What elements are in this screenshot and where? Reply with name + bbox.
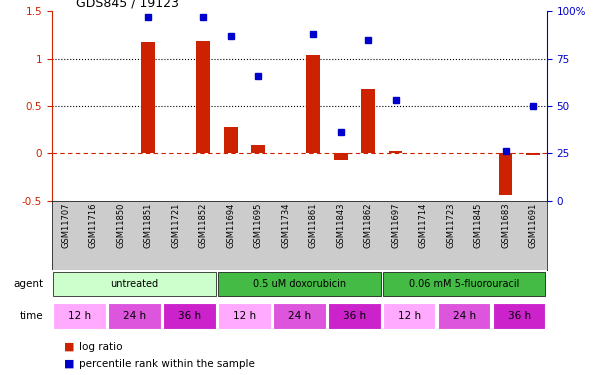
Text: 24 h: 24 h bbox=[123, 311, 146, 321]
Text: GSM11851: GSM11851 bbox=[144, 203, 153, 248]
Text: GSM11697: GSM11697 bbox=[391, 203, 400, 248]
Text: 0.5 uM doxorubicin: 0.5 uM doxorubicin bbox=[253, 279, 346, 289]
Text: GSM11694: GSM11694 bbox=[226, 203, 235, 248]
Bar bbox=[306, 55, 320, 153]
Bar bbox=[251, 145, 265, 153]
Text: log ratio: log ratio bbox=[79, 342, 123, 352]
Text: 12 h: 12 h bbox=[68, 311, 91, 321]
Bar bbox=[53, 303, 106, 329]
Text: percentile rank within the sample: percentile rank within the sample bbox=[79, 359, 255, 369]
Text: GSM11723: GSM11723 bbox=[446, 203, 455, 248]
Text: untreated: untreated bbox=[111, 279, 158, 289]
Text: 24 h: 24 h bbox=[288, 311, 311, 321]
Text: GSM11695: GSM11695 bbox=[254, 203, 263, 248]
Text: GSM11862: GSM11862 bbox=[364, 203, 373, 248]
Text: ■: ■ bbox=[64, 342, 75, 352]
Text: GSM11721: GSM11721 bbox=[171, 203, 180, 248]
Bar bbox=[493, 303, 546, 329]
Text: time: time bbox=[20, 311, 44, 321]
Bar bbox=[383, 303, 436, 329]
Text: 12 h: 12 h bbox=[398, 311, 421, 321]
Text: GSM11734: GSM11734 bbox=[281, 203, 290, 248]
Bar bbox=[53, 272, 216, 296]
Text: GSM11845: GSM11845 bbox=[474, 203, 483, 248]
Text: GSM11843: GSM11843 bbox=[336, 203, 345, 248]
Text: 12 h: 12 h bbox=[233, 311, 256, 321]
Bar bbox=[383, 272, 546, 296]
Text: GSM11861: GSM11861 bbox=[309, 203, 318, 248]
Bar bbox=[218, 272, 381, 296]
Bar bbox=[438, 303, 491, 329]
Text: GSM11852: GSM11852 bbox=[199, 203, 208, 248]
Text: 0.06 mM 5-fluorouracil: 0.06 mM 5-fluorouracil bbox=[409, 279, 519, 289]
Text: 36 h: 36 h bbox=[343, 311, 366, 321]
Text: ■: ■ bbox=[64, 359, 75, 369]
Bar bbox=[334, 153, 348, 160]
Bar bbox=[526, 153, 540, 155]
Bar bbox=[499, 153, 513, 195]
Text: GSM11714: GSM11714 bbox=[419, 203, 428, 248]
Bar bbox=[141, 42, 155, 153]
Text: GSM11850: GSM11850 bbox=[116, 203, 125, 248]
Bar bbox=[224, 127, 238, 153]
Text: 36 h: 36 h bbox=[178, 311, 201, 321]
Text: GSM11691: GSM11691 bbox=[529, 203, 538, 248]
Bar bbox=[361, 89, 375, 153]
Bar bbox=[108, 303, 161, 329]
Bar bbox=[218, 303, 271, 329]
Text: GSM11716: GSM11716 bbox=[89, 203, 98, 248]
Bar bbox=[196, 40, 210, 153]
Bar bbox=[273, 303, 326, 329]
Bar bbox=[389, 152, 403, 153]
Text: agent: agent bbox=[13, 279, 44, 289]
Text: GDS845 / 19123: GDS845 / 19123 bbox=[76, 0, 179, 9]
Bar bbox=[328, 303, 381, 329]
Text: GSM11707: GSM11707 bbox=[61, 203, 70, 248]
Bar bbox=[163, 303, 216, 329]
Text: GSM11683: GSM11683 bbox=[501, 203, 510, 248]
Text: 36 h: 36 h bbox=[508, 311, 531, 321]
Text: 24 h: 24 h bbox=[453, 311, 476, 321]
